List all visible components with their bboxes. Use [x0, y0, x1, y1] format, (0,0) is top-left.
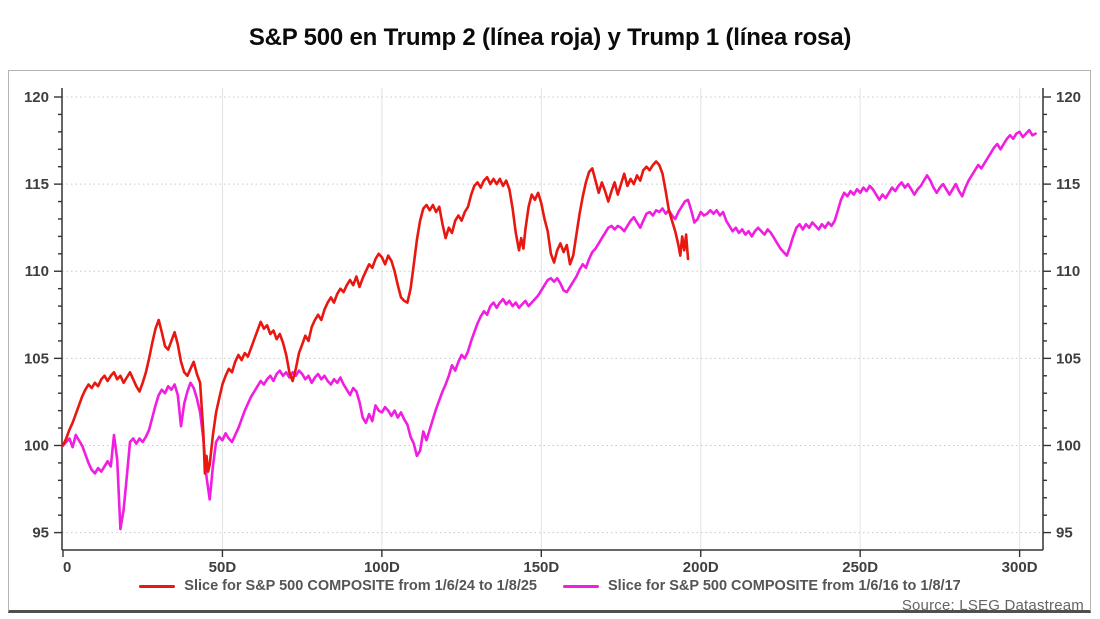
- page-title: S&P 500 en Trump 2 (línea roja) y Trump …: [248, 24, 852, 51]
- series-line-trump2: [61, 160, 690, 475]
- svg-text:110: 110: [25, 263, 49, 280]
- legend-item-trump2: Slice for S&P 500 COMPOSITE from 1/6/24 …: [139, 578, 537, 594]
- svg-text:115: 115: [25, 176, 49, 193]
- svg-text:105: 105: [1056, 350, 1081, 367]
- svg-text:120: 120: [24, 89, 49, 106]
- svg-text:0: 0: [63, 559, 71, 576]
- svg-text:100D: 100D: [364, 559, 400, 576]
- svg-text:120: 120: [1056, 89, 1081, 106]
- svg-text:105: 105: [24, 350, 49, 367]
- svg-text:100: 100: [24, 437, 49, 454]
- svg-text:100: 100: [1056, 437, 1081, 454]
- chart-frame: [8, 70, 1091, 613]
- source-credit: Source: LSEG Datastream: [901, 597, 1084, 614]
- pink-line-sample-icon: [563, 584, 599, 588]
- svg-text:115: 115: [1056, 176, 1080, 193]
- series-line-trump1: [61, 128, 1037, 531]
- svg-text:95: 95: [1056, 525, 1073, 542]
- red-line-sample-icon: [139, 584, 176, 588]
- svg-text:95: 95: [32, 525, 49, 542]
- legend-label-trump2: Slice for S&P 500 COMPOSITE from 1/6/24 …: [184, 578, 537, 594]
- svg-text:150D: 150D: [523, 559, 559, 576]
- svg-text:200D: 200D: [683, 559, 719, 576]
- svg-text:300D: 300D: [1002, 559, 1038, 576]
- legend-label-trump1: Slice for S&P 500 COMPOSITE from 1/6/16 …: [608, 578, 961, 594]
- svg-text:250D: 250D: [842, 559, 878, 576]
- svg-text:110: 110: [1056, 263, 1080, 280]
- legend-item-trump1: Slice for S&P 500 COMPOSITE from 1/6/16 …: [563, 578, 961, 594]
- chart-legend: Slice for S&P 500 COMPOSITE from 1/6/24 …: [10, 578, 1090, 594]
- svg-text:50D: 50D: [209, 559, 237, 576]
